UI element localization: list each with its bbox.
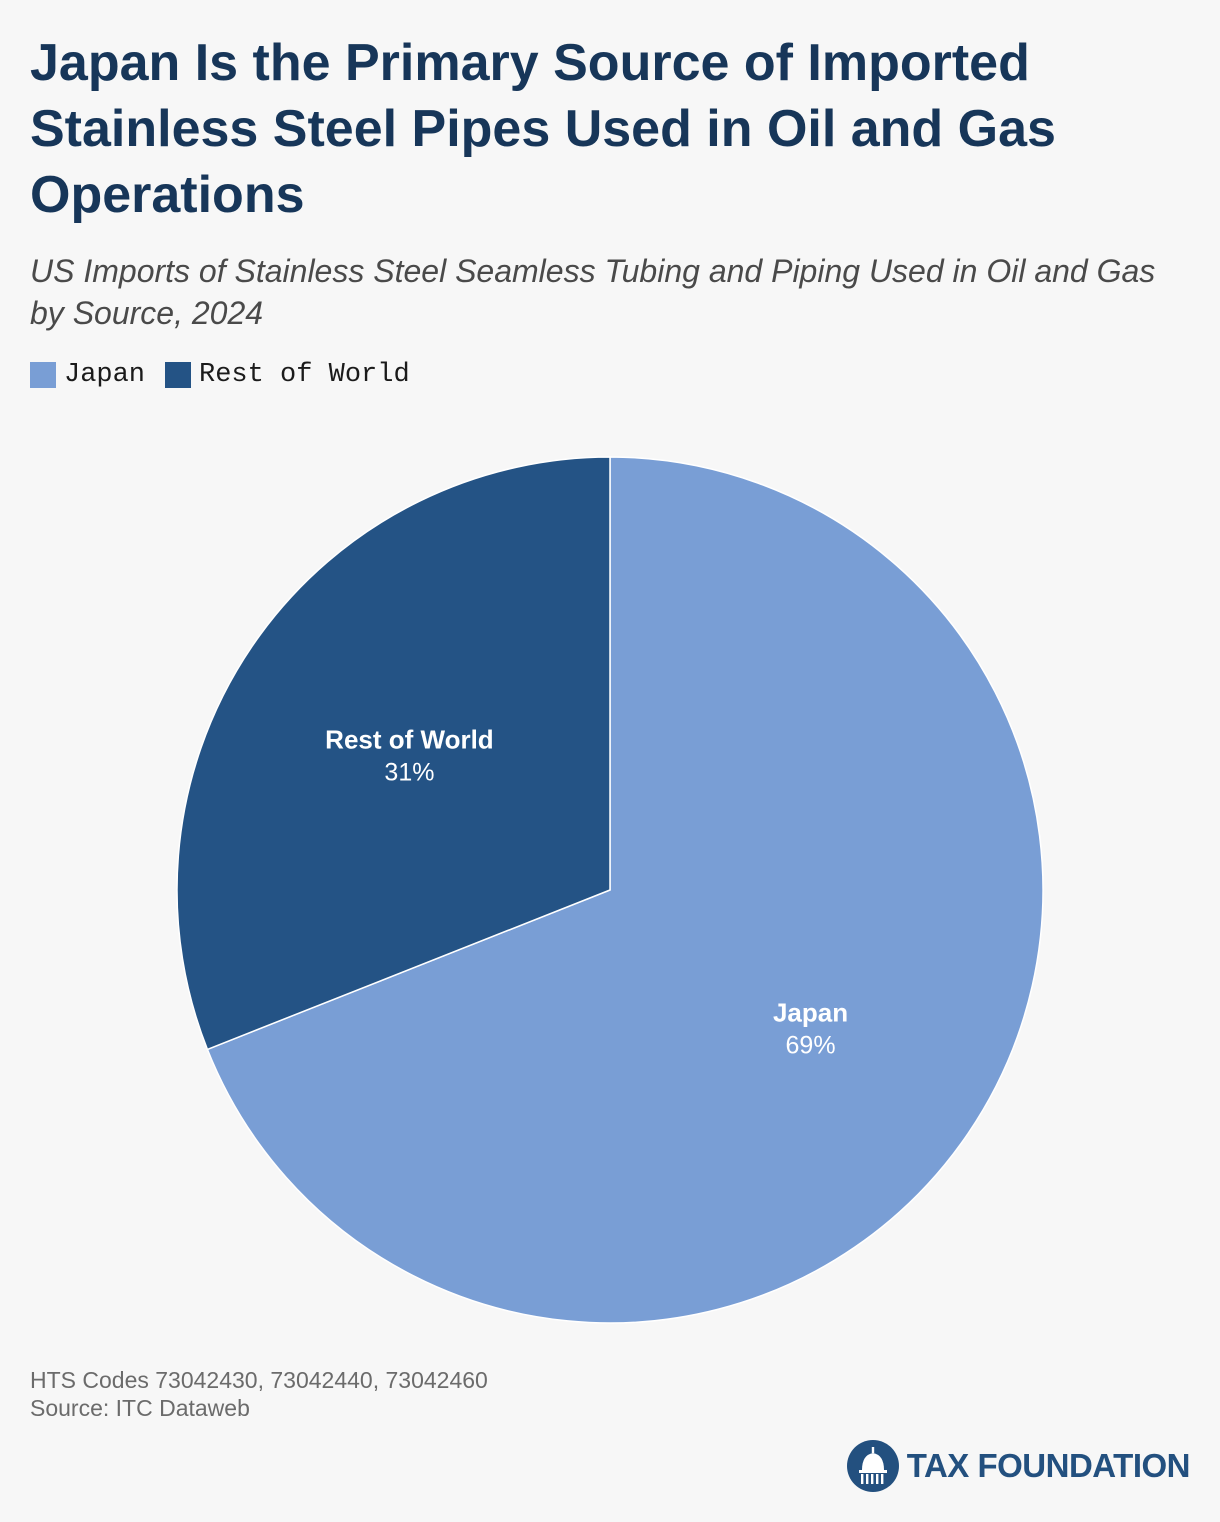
- slice-value-japan: 69%: [786, 1031, 836, 1059]
- slice-value-rest-of-world: 31%: [384, 759, 434, 787]
- legend-swatch-japan: [30, 362, 56, 388]
- footnote: HTS Codes 73042430, 73042440, 73042460 S…: [30, 1366, 488, 1422]
- legend-label-rest-of-world: Rest of World: [199, 360, 410, 390]
- legend-swatch-rest-of-world: [165, 362, 192, 388]
- slice-label-rest-of-world: Rest of World: [325, 725, 494, 755]
- hts-codes-note: HTS Codes 73042430, 73042440, 73042460: [30, 1367, 488, 1393]
- legend: Japan Rest of World: [30, 360, 430, 390]
- brand-logo: TAX FOUNDATION: [846, 1440, 1191, 1492]
- brand-name: TAX FOUNDATION: [906, 1447, 1191, 1484]
- legend-item-japan: Japan: [30, 360, 145, 390]
- legend-label-japan: Japan: [64, 360, 146, 390]
- pie-slice-rest-of-world: [176, 456, 611, 1051]
- slice-label-japan: Japan: [773, 997, 848, 1027]
- legend-item-rest-of-world: Rest of World: [165, 360, 410, 390]
- chart-subtitle: US Imports of Stainless Steel Seamless T…: [30, 253, 1156, 331]
- pie-slice-japan: [206, 456, 1044, 1324]
- pie-chart: Japan 69% Rest of World 31%: [176, 456, 1044, 1324]
- capitol-dome-icon: [846, 1440, 899, 1492]
- chart-title: Japan Is the Primary Source of Imported …: [30, 34, 1056, 224]
- source-note: Source: ITC Dataweb: [30, 1395, 250, 1421]
